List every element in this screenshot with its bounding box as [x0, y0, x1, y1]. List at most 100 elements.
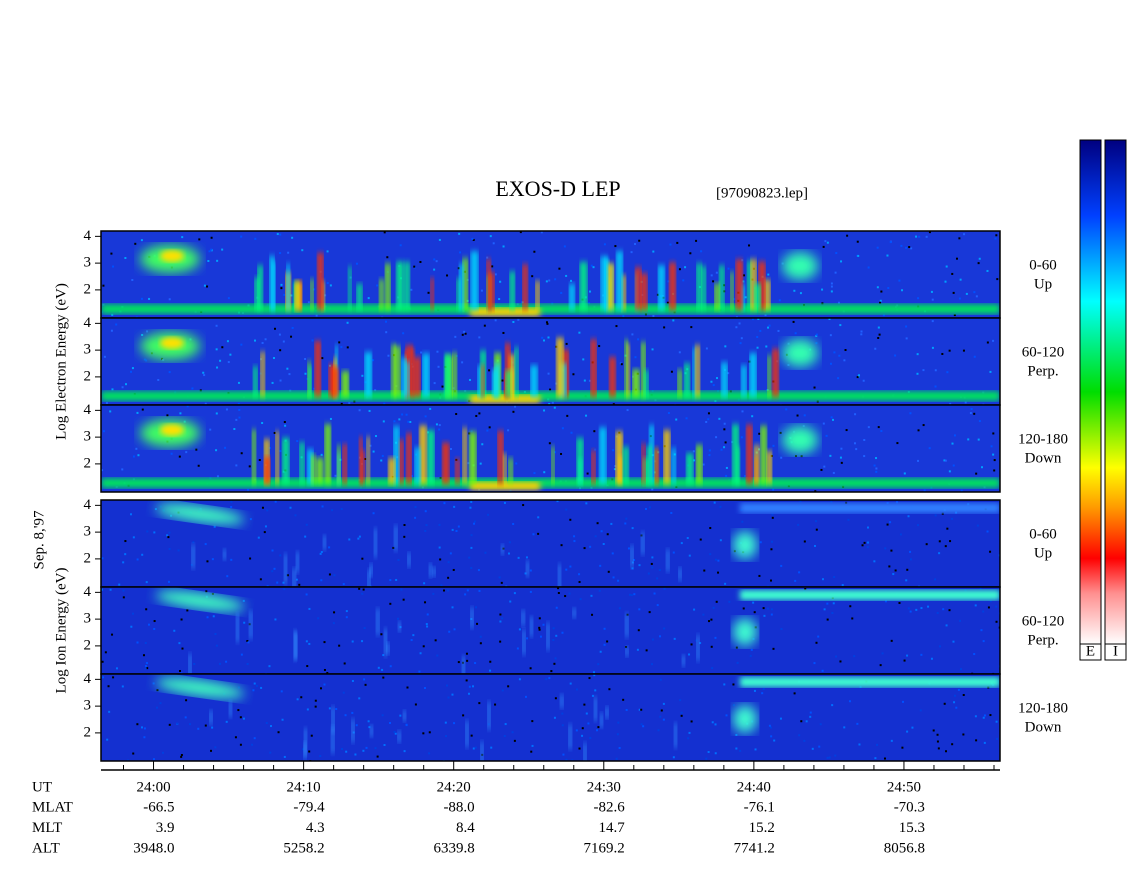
noise [723, 290, 726, 293]
noise [758, 574, 761, 577]
spectrogram [101, 231, 1000, 318]
noise [186, 609, 189, 612]
noise [714, 723, 717, 726]
noise [591, 694, 594, 697]
noise [555, 634, 558, 637]
noise [551, 401, 554, 404]
noise [969, 412, 972, 415]
noise [735, 316, 738, 318]
noise [478, 336, 481, 339]
y-tick-label: 4 [84, 671, 92, 687]
noise [882, 314, 885, 317]
noise [284, 424, 287, 427]
noise [813, 386, 816, 389]
noise [777, 329, 780, 332]
noise [703, 569, 706, 572]
y-tick-label: 2 [84, 455, 92, 471]
noise [844, 349, 847, 352]
noise [131, 612, 134, 615]
noise [135, 447, 138, 450]
noise [672, 551, 675, 554]
row-value: 8.4 [456, 820, 475, 836]
noise [464, 593, 467, 596]
noise [569, 565, 572, 568]
streak [331, 726, 335, 754]
noise [392, 546, 395, 549]
noise [909, 412, 912, 415]
noise [180, 618, 183, 621]
noise [986, 269, 989, 272]
noise [830, 290, 833, 293]
noise [592, 671, 595, 674]
noise [978, 420, 981, 423]
noise [822, 245, 825, 248]
noise [717, 571, 720, 574]
panel-label: Perp. [1027, 363, 1058, 379]
noise [741, 520, 744, 523]
x-tick-label: 24:30 [587, 779, 621, 795]
noise [351, 640, 354, 643]
noise [296, 440, 299, 443]
noise [949, 540, 952, 543]
streak [370, 724, 374, 738]
noise [585, 414, 588, 417]
noise [717, 559, 720, 562]
noise [470, 500, 473, 503]
streak [469, 431, 477, 484]
noise [888, 565, 891, 568]
row-label: MLT [32, 820, 62, 836]
noise [813, 544, 816, 547]
noise [667, 412, 670, 415]
noise [813, 662, 816, 665]
noise [630, 251, 633, 254]
noise [355, 262, 358, 265]
noise [982, 610, 985, 613]
noise [191, 387, 194, 390]
colorbar-label-box [1104, 643, 1127, 661]
noise [432, 592, 435, 595]
noise [436, 350, 439, 353]
noise [472, 238, 475, 241]
noise [474, 746, 477, 749]
noise [853, 655, 856, 658]
noise [724, 345, 727, 348]
noise [894, 354, 897, 357]
noise [995, 720, 998, 723]
noise [835, 252, 838, 255]
noise [342, 583, 345, 586]
noise [983, 741, 986, 744]
noise [261, 341, 264, 344]
noise [958, 237, 961, 240]
streak [253, 366, 258, 397]
noise [879, 299, 882, 302]
noise [247, 641, 250, 644]
noise [203, 374, 206, 377]
noise [124, 540, 127, 543]
noise [468, 685, 471, 688]
noise [287, 251, 290, 254]
noise [618, 607, 621, 610]
noise [948, 349, 951, 352]
noise [720, 448, 723, 451]
noise [402, 332, 405, 335]
noise [311, 339, 314, 342]
noise [578, 580, 581, 583]
noise [499, 640, 502, 643]
noise [180, 672, 183, 674]
noise [471, 237, 474, 240]
noise [382, 676, 385, 679]
noise [593, 674, 596, 677]
noise [780, 564, 783, 567]
noise [858, 743, 861, 746]
streak [593, 697, 597, 721]
streak [749, 353, 757, 397]
streak [269, 255, 275, 310]
noise [549, 388, 552, 391]
noise [973, 291, 976, 294]
noise [466, 589, 469, 592]
noise [551, 302, 554, 305]
noise [146, 330, 149, 333]
streak [223, 549, 227, 561]
noise [953, 314, 956, 317]
noise [403, 750, 406, 753]
